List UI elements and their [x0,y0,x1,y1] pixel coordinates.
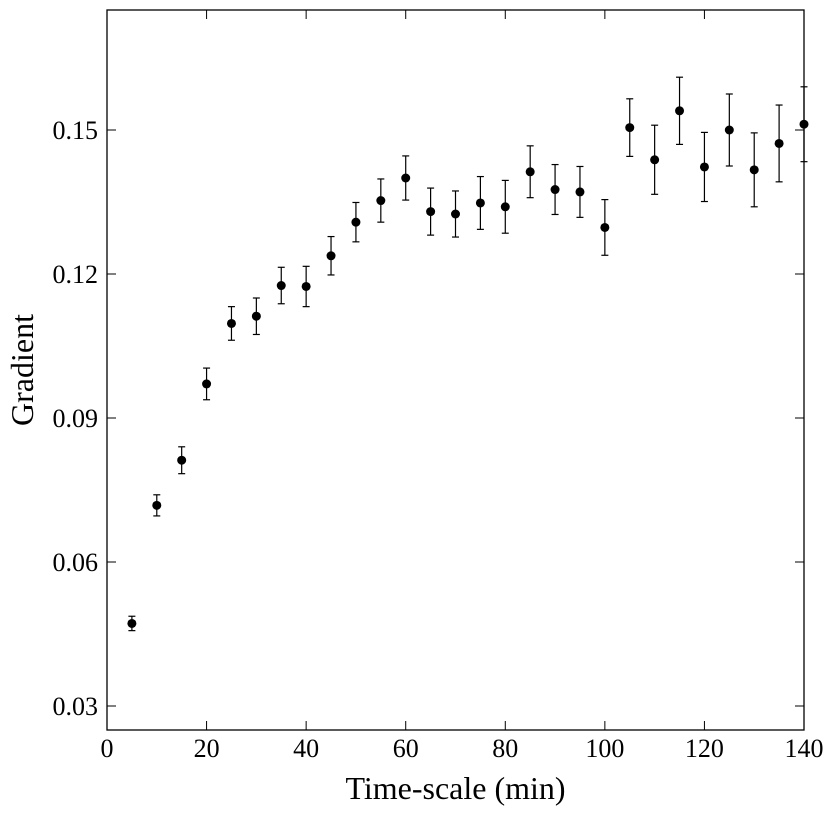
data-point-group [226,306,236,341]
y-tick-label: 0.12 [53,260,99,289]
x-tick-label: 140 [785,734,824,763]
data-point-group [127,615,137,632]
data-point-group [451,190,460,238]
data-point-group [525,145,535,199]
x-tick-label: 0 [101,734,114,763]
data-point [376,196,386,206]
data-point [276,281,286,291]
data-point-group [575,165,585,218]
data-point [326,251,336,261]
y-tick-label: 0.03 [53,692,99,721]
x-tick-label: 80 [492,734,518,763]
data-point-group [625,98,635,157]
data-point [500,202,510,212]
data-point-group [749,132,759,208]
y-tick-label: 0.09 [53,404,99,433]
x-axis-label: Time-scale (min) [345,770,565,806]
data-point-group [426,187,436,236]
data-point-group [799,86,809,163]
data-point [774,138,784,148]
data-point [451,209,460,219]
x-tick-label: 60 [393,734,419,763]
data-point [202,379,212,389]
data-point [650,155,660,165]
data-point-group [475,175,485,230]
data-point-group [251,297,261,336]
x-tick-label: 20 [194,734,220,763]
data-point [600,222,610,232]
data-point [749,165,759,175]
data-point-group [650,124,660,195]
data-point [351,217,361,227]
data-point-group [351,201,361,243]
data-point-group [276,266,286,305]
data-point [475,198,485,208]
data-point-group [401,155,411,201]
x-tick-label: 40 [293,734,319,763]
plot-area [106,9,805,731]
data-point-group [202,367,212,401]
data-point-group [699,131,709,203]
x-tick-label: 120 [685,734,724,763]
data-point [251,311,261,321]
data-point-group [376,178,386,223]
data-point [301,281,311,291]
data-point [550,185,560,195]
data-point [625,123,635,133]
data-point [426,207,436,217]
data-point [699,162,709,172]
y-tick-label: 0.06 [53,548,99,577]
data-point-group [152,494,162,517]
data-point [177,455,187,465]
data-series [127,76,809,632]
y-axis: 0.03 0.06 0.09 0.12 0.15 [53,116,804,721]
x-axis: 0 20 40 60 80 100 120 140 [101,10,824,763]
data-point [675,106,685,116]
data-point-group [177,446,187,475]
plot-border [106,9,805,731]
x-tick-label: 100 [585,734,624,763]
y-axis-label: Gradient [4,314,40,426]
y-tick-label: 0.15 [53,116,99,145]
data-point-group [500,179,510,234]
data-point [127,618,137,628]
data-point [226,318,236,328]
data-point-group [301,265,311,308]
data-point [724,125,734,135]
data-point-group [550,163,560,216]
data-point-group [774,104,784,183]
data-point [799,119,809,129]
data-point [152,500,162,510]
data-point-group [600,199,610,256]
data-point [575,187,585,197]
data-point [525,167,535,177]
data-point-group [675,76,685,145]
data-point [401,173,411,183]
data-point-group [724,93,734,167]
data-point-group [326,235,336,276]
